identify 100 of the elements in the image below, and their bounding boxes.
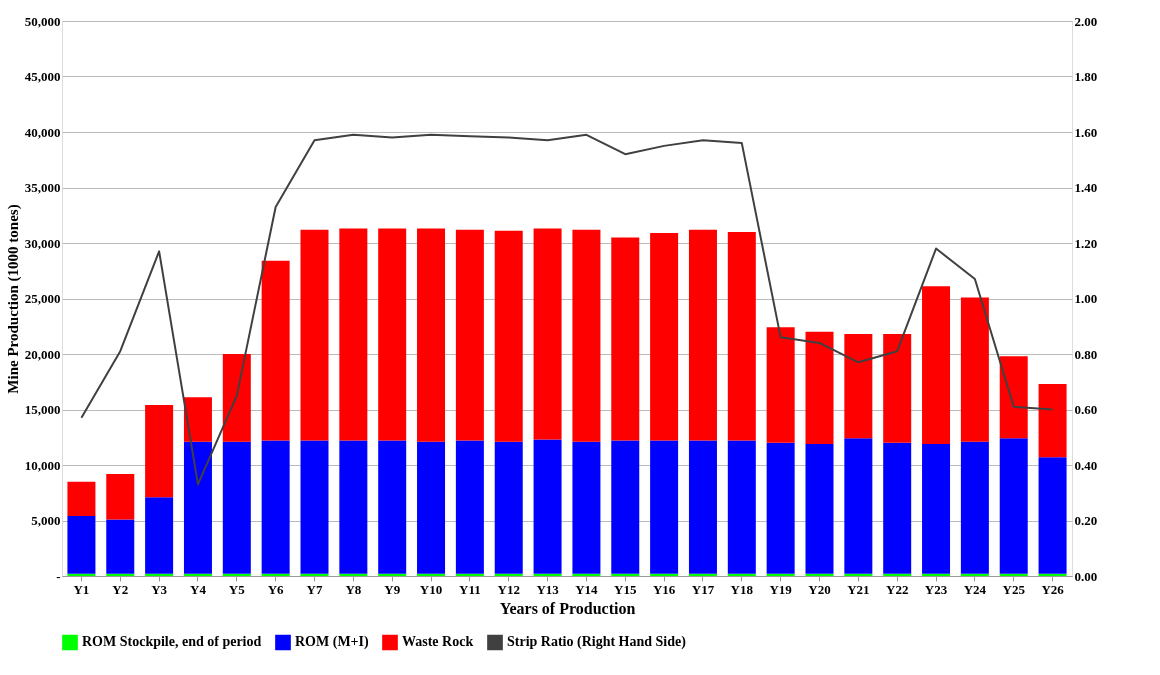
bar <box>650 440 679 574</box>
bar <box>67 573 96 576</box>
bar <box>766 327 795 443</box>
bar <box>650 233 679 441</box>
bar <box>455 440 484 574</box>
x-tick-label: Y1 <box>73 581 90 597</box>
bar <box>650 573 679 576</box>
bar <box>960 297 989 442</box>
bar <box>611 440 640 574</box>
y-tick-label: 20,000 <box>24 346 61 362</box>
bar <box>261 440 290 574</box>
bar <box>145 573 174 576</box>
y-axis-title: Mine Production (1000 tones) <box>4 204 22 394</box>
x-tick-label: Y21 <box>847 581 870 597</box>
bar <box>67 481 96 517</box>
bar <box>883 573 912 576</box>
bar <box>261 260 290 441</box>
bar <box>1038 573 1067 576</box>
y2-tick-label: 0.00 <box>1074 568 1098 584</box>
bar <box>999 573 1028 576</box>
legend-label: Waste Rock <box>402 634 474 650</box>
bar <box>300 229 329 441</box>
bar <box>844 573 873 576</box>
y2-tick-label: 1.80 <box>1074 69 1098 84</box>
bar <box>960 441 989 574</box>
x-tick-label: Y25 <box>1002 581 1026 597</box>
bar <box>183 573 212 576</box>
x-tick-label: Y18 <box>730 581 754 597</box>
y2-tick-label: 1.00 <box>1074 291 1098 306</box>
x-tick-label: Y4 <box>190 581 207 597</box>
x-tick-label: Y24 <box>963 581 987 597</box>
bar <box>417 573 446 576</box>
bar <box>611 573 640 576</box>
x-axis-title: Years of Production <box>499 599 636 617</box>
x-tick-label: Y3 <box>151 581 168 597</box>
bar <box>106 573 135 576</box>
y-tick-label: - <box>56 568 61 584</box>
y2-tick-label: 0.60 <box>1074 402 1098 417</box>
bar <box>300 440 329 574</box>
y-tick-label: 45,000 <box>24 69 61 84</box>
y-tick-label: 50,000 <box>24 13 61 29</box>
legend-label: ROM (M+I) <box>295 634 370 651</box>
bar <box>300 573 329 576</box>
bar <box>494 230 523 442</box>
bar <box>688 229 717 441</box>
x-tick-label: Y19 <box>769 581 793 597</box>
y2-tick-label: 1.40 <box>1074 180 1098 195</box>
bar <box>572 441 601 574</box>
x-tick-label: Y17 <box>691 581 715 597</box>
y-tick-label: 30,000 <box>24 235 61 251</box>
bar <box>339 573 368 576</box>
bar <box>844 438 873 574</box>
bar <box>766 573 795 576</box>
bar <box>1038 383 1067 458</box>
bar <box>999 356 1028 439</box>
y-tick-label: 25,000 <box>24 291 61 306</box>
bar <box>183 397 212 442</box>
y2-tick-label: 0.40 <box>1074 457 1098 473</box>
bar <box>533 439 562 574</box>
y-tick-label: 40,000 <box>24 124 61 140</box>
x-tick-label: Y6 <box>267 581 285 597</box>
y2-tick-label: 1.60 <box>1074 124 1098 140</box>
bar <box>417 441 446 574</box>
bar <box>960 573 989 576</box>
bar <box>805 331 834 444</box>
bar <box>533 228 562 440</box>
y-tick-label: 10,000 <box>24 457 61 473</box>
bar <box>727 231 756 441</box>
y2-tick-label: 0.20 <box>1074 513 1098 528</box>
bar <box>67 516 96 574</box>
x-tick-label: Y20 <box>808 581 831 597</box>
y2-tick-label: 0.80 <box>1074 346 1098 362</box>
bar <box>922 286 951 444</box>
y-tick-label: 15,000 <box>24 402 61 417</box>
bar <box>727 440 756 574</box>
bar <box>106 473 135 520</box>
x-tick-label: Y23 <box>924 581 948 597</box>
bar <box>339 440 368 574</box>
y2-tick-label: 2.00 <box>1074 13 1098 29</box>
bar <box>922 443 951 574</box>
x-tick-label: Y14 <box>575 581 599 597</box>
bar <box>145 497 174 574</box>
x-tick-label: Y11 <box>459 581 481 597</box>
bar <box>494 441 523 574</box>
x-tick-label: Y2 <box>112 581 129 597</box>
bar <box>688 573 717 576</box>
bar <box>883 442 912 574</box>
legend-label: ROM Stockpile, end of period <box>82 634 262 650</box>
x-tick-label: Y13 <box>536 581 560 597</box>
bar <box>261 573 290 576</box>
bar <box>805 443 834 574</box>
bar <box>1038 457 1067 574</box>
bar <box>844 334 873 439</box>
bar <box>183 441 212 574</box>
bar <box>417 228 446 442</box>
bar <box>611 237 640 441</box>
bar <box>533 573 562 576</box>
bar <box>999 438 1028 574</box>
y-tick-label: 35,000 <box>24 180 61 195</box>
bar <box>494 573 523 576</box>
